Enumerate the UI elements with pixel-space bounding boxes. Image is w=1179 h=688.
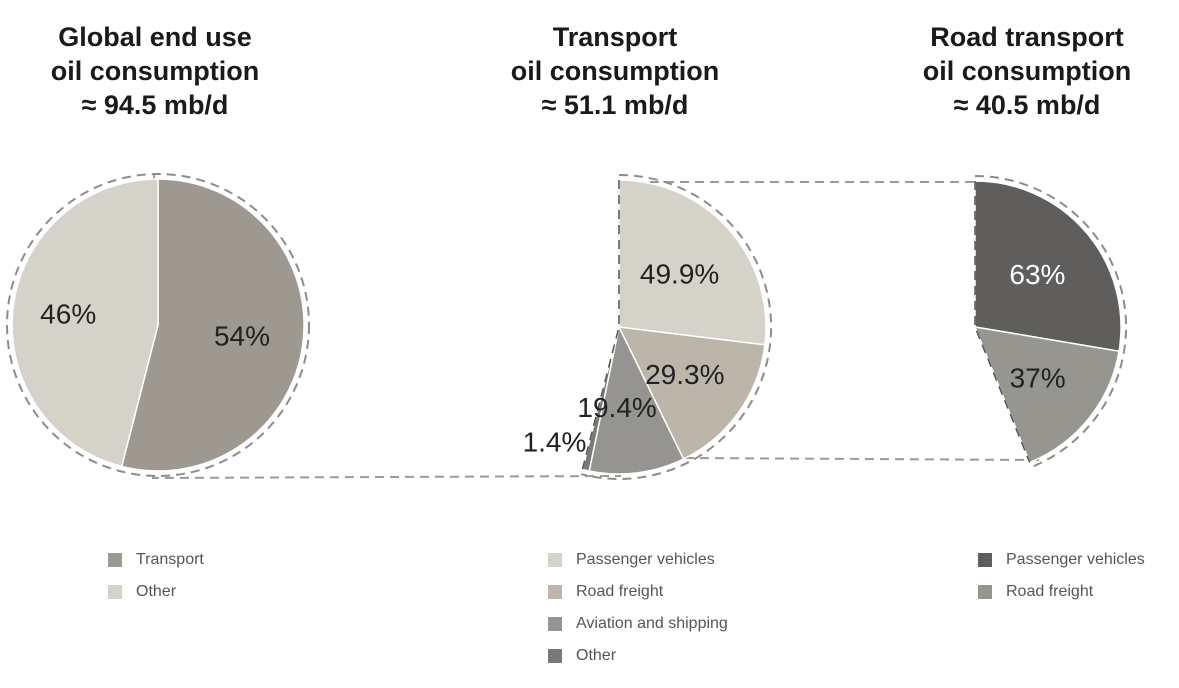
slice-label: 37%: [1010, 362, 1066, 393]
slice-label: 49.9%: [640, 258, 719, 289]
pie-slice: [588, 324, 685, 475]
title-line: ≈ 94.5 mb/d: [81, 90, 229, 120]
legend-swatch: [548, 585, 562, 599]
pie-slice: [974, 180, 1122, 353]
legend-item: Passenger vehicles: [548, 544, 728, 576]
pie-edge-dashed: [581, 180, 620, 470]
title-line: ≈ 51.1 mb/d: [541, 90, 689, 120]
pie-edge-dashed: [974, 181, 1031, 463]
slice-label: 19.4%: [577, 392, 656, 423]
title-line: Road transport: [930, 22, 1124, 52]
title-line: Transport: [552, 22, 678, 52]
legend-item: Other: [548, 640, 728, 672]
legend-swatch: [978, 585, 992, 599]
pie-slice: [11, 178, 159, 468]
chart-title-global: Global end use oil consumption ≈ 94.5 mb…: [5, 20, 305, 122]
legend-swatch: [548, 649, 562, 663]
slice-label: 54%: [214, 321, 270, 352]
legend-transport: Passenger vehicles Road freight Aviation…: [548, 544, 728, 672]
slice-label: 63%: [1009, 259, 1065, 290]
title-line: Global end use: [58, 22, 252, 52]
legend-swatch: [108, 585, 122, 599]
pie-slice: [618, 179, 767, 346]
legend-item: Road freight: [978, 576, 1145, 608]
legend-item: Road freight: [548, 576, 728, 608]
title-line: oil consumption: [922, 56, 1132, 86]
pie-slice: [973, 326, 1120, 464]
chart-title-road: Road transport oil consumption ≈ 40.5 mb…: [877, 20, 1177, 122]
legend-label: Transport: [136, 551, 204, 568]
legend-item: Aviation and shipping: [548, 608, 728, 640]
pie-slice: [120, 178, 305, 472]
legend-label: Road freight: [1006, 583, 1094, 600]
pie-slice: [617, 326, 766, 461]
chart-title-transport: Transport oil consumption ≈ 51.1 mb/d: [465, 20, 765, 122]
legend-swatch: [548, 617, 562, 631]
title-line: oil consumption: [510, 56, 720, 86]
legend-label: Passenger vehicles: [1006, 551, 1145, 568]
slice-label: 46%: [40, 299, 96, 330]
legend-road: Passenger vehicles Road freight: [978, 544, 1145, 608]
pie-outline-dashed: [974, 175, 1127, 468]
legend-label: Other: [136, 583, 177, 600]
legend-item: Other: [108, 576, 204, 608]
legend-global: Transport Other: [108, 544, 204, 608]
legend-label: Aviation and shipping: [576, 615, 728, 632]
legend-item: Passenger vehicles: [978, 544, 1145, 576]
legend-swatch: [978, 553, 992, 567]
legend-label: Road freight: [576, 583, 664, 600]
pie-outline-dashed: [580, 174, 773, 480]
legend-label: Passenger vehicles: [576, 551, 715, 568]
pie-outline-dashed: [6, 173, 310, 477]
title-line: oil consumption: [50, 56, 260, 86]
title-line: ≈ 40.5 mb/d: [953, 90, 1101, 120]
legend-swatch: [548, 553, 562, 567]
slice-label: 1.4%: [523, 427, 587, 458]
slice-label: 29.3%: [645, 359, 724, 390]
legend-label: Other: [576, 647, 617, 664]
legend-swatch: [108, 553, 122, 567]
legend-item: Transport: [108, 544, 204, 576]
